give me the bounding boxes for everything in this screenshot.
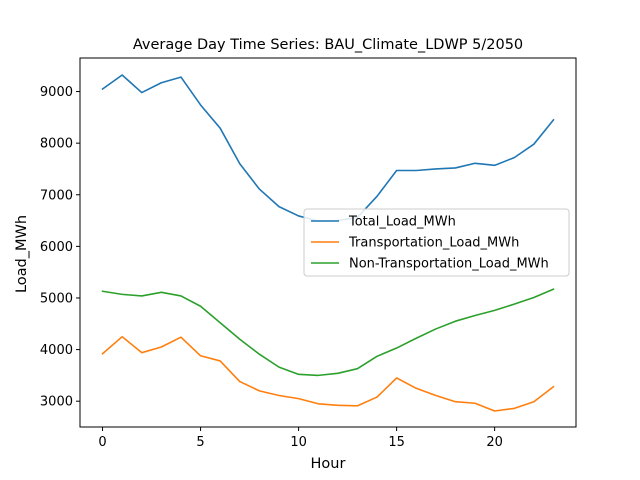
plot-frame xyxy=(79,57,577,428)
y-tick-label-3: 6000 xyxy=(40,240,73,255)
y-tick-label-6: 9000 xyxy=(40,85,73,100)
plot-area xyxy=(79,57,577,428)
x-tick-label-3: 15 xyxy=(388,435,405,450)
y-tick-label-0: 3000 xyxy=(40,395,73,410)
x-tick-label-0: 0 xyxy=(98,435,106,450)
legend-label-0: Total_Load_MWh xyxy=(348,215,456,230)
y-tick-label-1: 4000 xyxy=(40,343,73,358)
x-tick-label-4: 20 xyxy=(486,435,503,450)
y-axis-label: Load_MWh xyxy=(14,215,30,293)
y-tick-label-2: 5000 xyxy=(40,291,73,306)
series-line-2 xyxy=(101,288,555,377)
legend-label-1: Transportation_Load_MWh xyxy=(348,236,519,251)
legend-box xyxy=(303,208,570,277)
legend: Total_Load_MWh Transportation_Load_MWh Non… xyxy=(303,208,570,277)
chart-title: Average Day Time Series: BAU_Climate_LDW… xyxy=(133,37,523,53)
x-axis-label: Hour xyxy=(311,456,346,472)
x-tick-label-2: 10 xyxy=(290,435,307,450)
y-tick-label-5: 8000 xyxy=(40,137,73,152)
x-axis-ticks: 0 5 10 15 20 xyxy=(98,427,503,450)
y-axis-ticks: 3000 4000 5000 6000 7000 8000 9000 xyxy=(40,85,80,410)
y-tick-label-4: 7000 xyxy=(40,188,73,203)
series-line-0 xyxy=(101,74,555,222)
series-line-1 xyxy=(101,335,555,412)
legend-label-2: Non-Transportation_Load_MWh xyxy=(349,257,549,272)
x-tick-label-1: 5 xyxy=(196,435,204,450)
